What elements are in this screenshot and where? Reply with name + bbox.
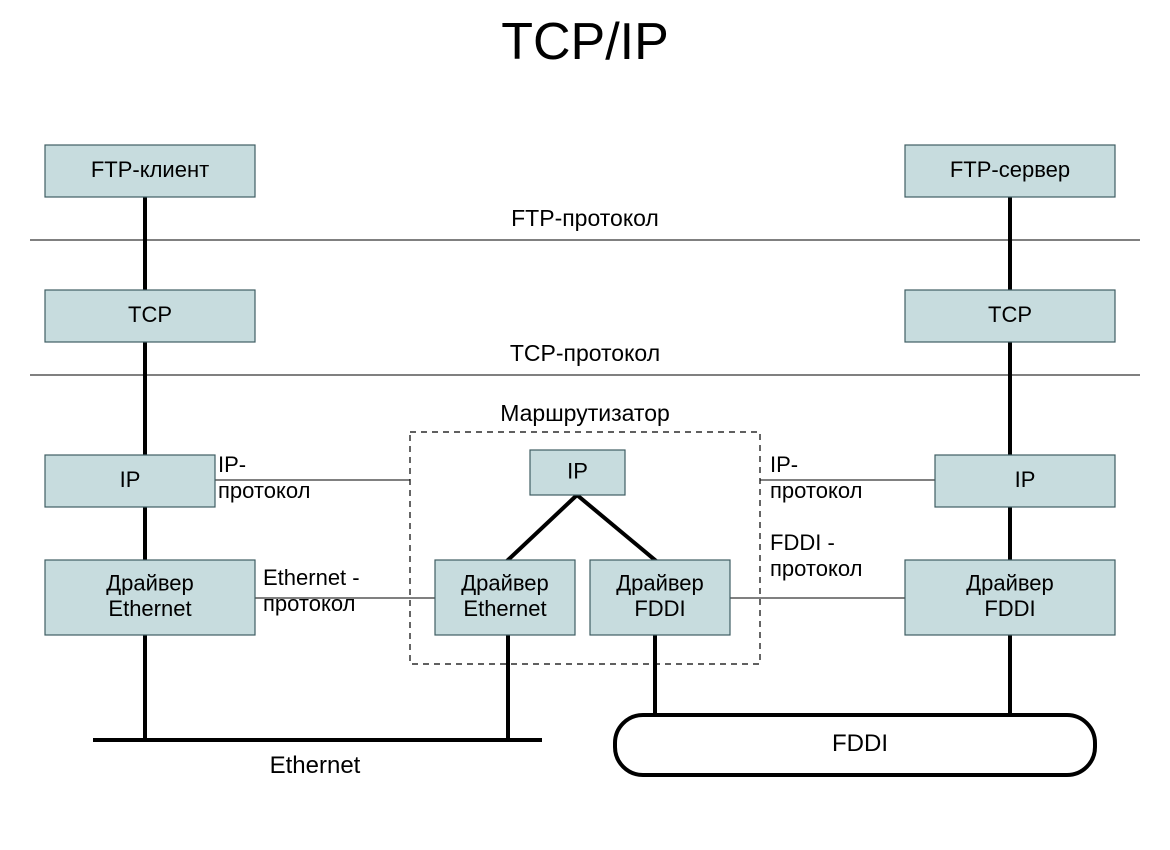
label-tcp_protocol: TCP-протокол: [475, 340, 695, 368]
node-label-ftp_server: FTP-сервер: [950, 157, 1070, 182]
label-ip_proto_right: IP- протокол: [770, 452, 930, 505]
node-label-drv_eth_left: Драйвер: [106, 571, 194, 596]
label-fddi_proto: FDDI - протокол: [770, 530, 930, 583]
node-label-ip_router: IP: [567, 458, 588, 483]
node-label-drv_fddi_right: Драйвер: [966, 571, 1054, 596]
label-ip_proto_left: IP- протокол: [218, 452, 378, 505]
node-label-drv_eth_mid: Драйвер: [461, 571, 549, 596]
label-eth_proto: Ethernet - протокол: [263, 565, 428, 618]
label-eth_net: Ethernet: [205, 752, 425, 781]
node-label-drv_fddi_right: FDDI: [984, 596, 1035, 621]
label-ftp_protocol: FTP-протокол: [475, 205, 695, 233]
label-fddi_net: FDDI: [770, 730, 950, 759]
node-label-tcp_left: TCP: [128, 302, 172, 327]
node-label-drv_eth_left: Ethernet: [108, 596, 191, 621]
node-label-ftp_client: FTP-клиент: [91, 157, 209, 182]
label-router_label: Маршрутизатор: [455, 400, 715, 428]
node-label-ip_right: IP: [1015, 467, 1036, 492]
diagram-canvas: TCP/IP FTP-клиентFTP-серверTCPTCPIPIPIPД…: [0, 0, 1170, 850]
node-label-ip_left: IP: [120, 467, 141, 492]
node-label-drv_fddi_mid: Драйвер: [616, 571, 704, 596]
node-label-tcp_right: TCP: [988, 302, 1032, 327]
node-label-drv_eth_mid: Ethernet: [463, 596, 546, 621]
node-label-drv_fddi_mid: FDDI: [634, 596, 685, 621]
